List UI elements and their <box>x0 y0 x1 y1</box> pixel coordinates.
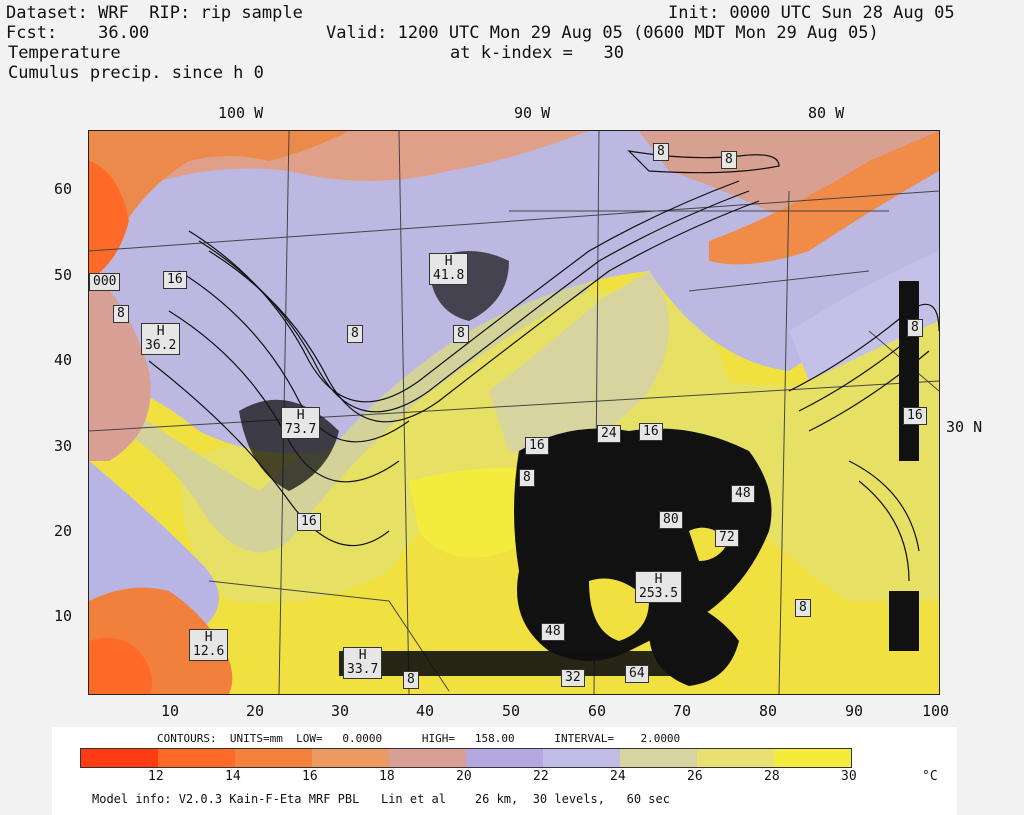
contour-label: 8 <box>653 143 669 161</box>
lon-label-90w: 90 W <box>514 104 551 122</box>
y-tick-30: 30 <box>54 437 73 455</box>
contour-label: 000 <box>89 273 121 291</box>
map-canvas <box>89 131 939 694</box>
forecast-hour: Fcst: 36.00 <box>6 23 150 43</box>
contour-label: 16 <box>525 437 549 455</box>
colorbar-swatch <box>466 749 543 767</box>
x-tick-80: 80 <box>759 702 778 720</box>
colorbar-tick-label: 22 <box>533 769 549 784</box>
contour-label: 48 <box>731 485 755 503</box>
contour-label: 8 <box>519 469 535 487</box>
contour-label: 32 <box>561 669 585 687</box>
contour-label: 24 <box>597 425 621 443</box>
contour-label: 16 <box>163 271 187 289</box>
x-tick-50: 50 <box>502 702 521 720</box>
contour-label: 8 <box>795 599 811 617</box>
high-label-12-6: H 12.6 <box>189 629 229 661</box>
contour-label: 48 <box>541 623 565 641</box>
y-tick-20: 20 <box>54 522 73 540</box>
colorbar-tick-label: 24 <box>610 769 626 784</box>
high-label-253-5: H 253.5 <box>635 571 683 603</box>
contour-label: 8 <box>721 151 737 169</box>
temperature-colorbar <box>80 748 852 768</box>
high-label-36-2: H 36.2 <box>141 323 181 355</box>
temperature-precip-map: H 41.8 H 36.2 H 73.7 H 253.5 H 12.6 H 33.7 16 … <box>88 130 940 695</box>
contour-label: 80 <box>659 511 683 529</box>
contour-label: 16 <box>639 423 663 441</box>
contour-info: CONTOURS: UNITS=mm LOW= 0.0000 HIGH= 158… <box>157 732 681 745</box>
colorbar-tick-label: 12 <box>148 769 164 784</box>
colorbar-swatch <box>620 749 697 767</box>
temp-zone-26b <box>489 271 669 453</box>
x-tick-90: 90 <box>845 702 864 720</box>
dataset-label: Dataset: WRF RIP: rip sample <box>6 3 303 23</box>
x-tick-20: 20 <box>246 702 265 720</box>
y-tick-50: 50 <box>54 266 73 284</box>
contour-label: 8 <box>907 319 923 337</box>
high-label-41-8: H 41.8 <box>429 253 469 285</box>
temp-zone-22 <box>89 131 589 271</box>
contour-label: 16 <box>297 513 321 531</box>
contour-label: 8 <box>453 325 469 343</box>
lon-label-80w: 80 W <box>808 104 845 122</box>
model-info: Model info: V2.0.3 Kain-F-Eta MRF PBL Li… <box>92 792 670 806</box>
field-temperature: Temperature <box>8 43 121 63</box>
lat-label-30n: 30 N <box>946 418 983 436</box>
colorbar-tick-label: 28 <box>764 769 780 784</box>
colorbar-tick-label: 30 <box>841 769 857 784</box>
colorbar-swatch <box>774 749 851 767</box>
colorbar-tick-label: 26 <box>687 769 703 784</box>
colorbar-tick-label: 14 <box>225 769 241 784</box>
lon-label-100w: 100 W <box>218 104 264 122</box>
colorbar-unit: °C <box>922 769 938 784</box>
contour-label: 8 <box>347 325 363 343</box>
k-index: at k-index = 30 <box>450 43 624 63</box>
temp-zone-18 <box>89 131 349 271</box>
x-tick-30: 30 <box>331 702 350 720</box>
colorbar-tick-label: 18 <box>379 769 395 784</box>
y-tick-60: 60 <box>54 180 73 198</box>
contour-label: 8 <box>403 671 419 689</box>
contour-label: 72 <box>715 529 739 547</box>
y-tick-40: 40 <box>54 351 73 369</box>
heavy-precip-core <box>239 251 919 686</box>
contour-label: 8 <box>113 305 129 323</box>
temp-zone-14-sw <box>89 637 153 694</box>
legend-background <box>52 727 957 815</box>
y-tick-10: 10 <box>54 607 73 625</box>
colorbar-swatch <box>158 749 235 767</box>
temp-zone-22-west <box>89 271 151 461</box>
high-label-73-7: H 73.7 <box>281 407 321 439</box>
colorbar-swatch <box>543 749 620 767</box>
colorbar-swatch <box>389 749 466 767</box>
colorbar-swatch <box>81 749 158 767</box>
colorbar-swatch <box>697 749 774 767</box>
init-time: Init: 0000 UTC Sun 28 Aug 05 <box>668 3 955 23</box>
x-tick-100: 100 <box>922 702 950 720</box>
contour-label: 64 <box>625 665 649 683</box>
temp-zone-22-north <box>639 131 939 221</box>
temp-zone-18-ne <box>709 131 939 265</box>
colorbar-swatch <box>312 749 389 767</box>
x-tick-70: 70 <box>673 702 692 720</box>
x-tick-60: 60 <box>588 702 607 720</box>
contour-label: 16 <box>903 407 927 425</box>
temp-zone-14 <box>89 161 129 281</box>
temp-zone-24 <box>89 131 939 454</box>
colorbar-tick-label: 20 <box>456 769 472 784</box>
x-tick-10: 10 <box>161 702 180 720</box>
colorbar-swatch <box>235 749 312 767</box>
valid-time: Valid: 1200 UTC Mon 29 Aug 05 (0600 MDT … <box>326 23 879 43</box>
x-tick-40: 40 <box>416 702 435 720</box>
colorbar-tick-label: 16 <box>302 769 318 784</box>
field-cumulus: Cumulus precip. since h 0 <box>8 63 264 83</box>
high-label-33-7: H 33.7 <box>343 647 383 679</box>
